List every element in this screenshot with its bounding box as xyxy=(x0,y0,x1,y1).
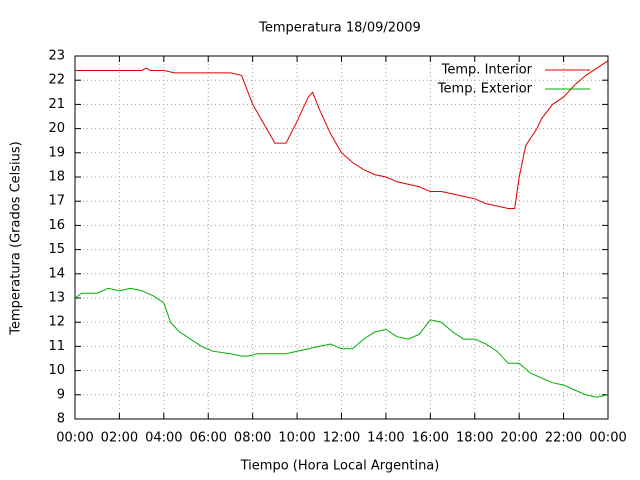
x-tick-label: 20:00 xyxy=(500,431,537,446)
legend-label: Temp. Exterior xyxy=(437,82,533,97)
y-tick-label: 10 xyxy=(48,363,65,378)
y-tick-label: 8 xyxy=(57,412,65,427)
x-tick-label: 06:00 xyxy=(190,431,227,446)
y-tick-label: 14 xyxy=(48,266,65,281)
series-line xyxy=(74,287,609,398)
x-tick-label: 14:00 xyxy=(367,431,404,446)
y-tick-label: 9 xyxy=(57,387,65,402)
y-tick-label: 17 xyxy=(48,194,65,209)
series-line xyxy=(75,60,609,209)
x-tick-label: 00:00 xyxy=(56,431,93,446)
y-tick-label: 19 xyxy=(48,145,65,160)
x-tick-label: 16:00 xyxy=(412,431,449,446)
y-axis-label: Temperatura (Grados Celsius) xyxy=(9,141,24,335)
chart-title: Temperatura 18/09/2009 xyxy=(258,21,421,36)
x-tick-label: 08:00 xyxy=(234,431,271,446)
y-tick-label: 16 xyxy=(48,218,65,233)
x-tick-label: 02:00 xyxy=(101,431,138,446)
y-tick-label: 20 xyxy=(48,121,65,136)
plot-frame xyxy=(74,55,609,420)
y-tick-label: 18 xyxy=(48,170,65,185)
y-tick-label: 11 xyxy=(48,339,65,354)
y-tick-label: 21 xyxy=(48,97,65,112)
x-tick-label: 22:00 xyxy=(545,431,582,446)
y-tick-label: 23 xyxy=(48,49,65,64)
y-tick-label: 15 xyxy=(48,242,65,257)
x-tick-label: 18:00 xyxy=(456,431,493,446)
x-tick-label: 10:00 xyxy=(278,431,315,446)
x-tick-label: 04:00 xyxy=(145,431,182,446)
x-axis-label: Tiempo (Hora Local Argentina) xyxy=(240,459,440,474)
y-tick-label: 22 xyxy=(48,73,65,88)
legend-label: Temp. Interior xyxy=(441,63,533,78)
x-tick-label: 00:00 xyxy=(589,431,626,446)
x-tick-label: 12:00 xyxy=(323,431,360,446)
y-tick-label: 13 xyxy=(48,291,65,306)
y-tick-label: 12 xyxy=(48,315,65,330)
